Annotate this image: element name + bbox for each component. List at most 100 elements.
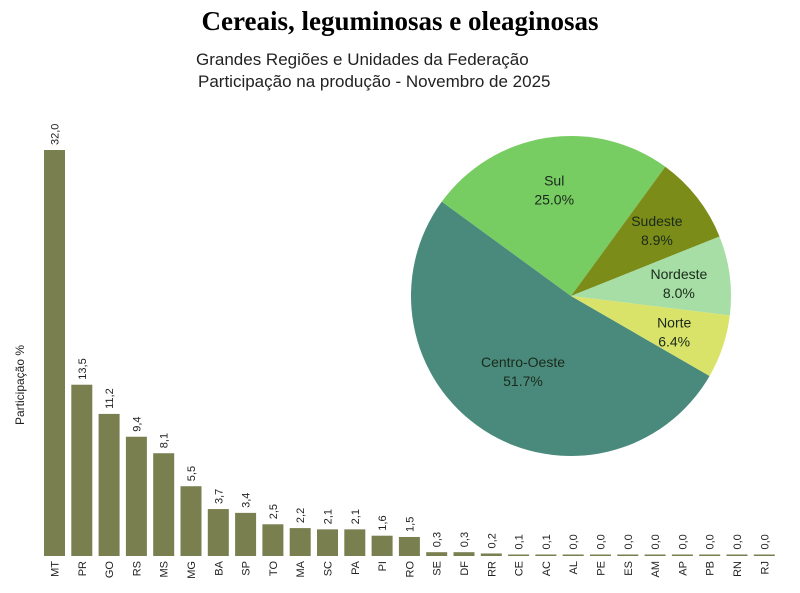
x-tick-label: RR bbox=[486, 561, 498, 577]
pie-slice-name: Centro-Oeste bbox=[481, 354, 565, 370]
x-tick-label: TO bbox=[268, 561, 280, 577]
bar-value-label: 0,2 bbox=[486, 533, 498, 548]
bar-value-label: 2,1 bbox=[350, 509, 362, 524]
bar-value-label: 0,1 bbox=[541, 534, 553, 549]
bar-PR bbox=[71, 384, 93, 556]
bar-value-label: 0,0 bbox=[732, 534, 744, 549]
x-tick-label: RJ bbox=[759, 561, 771, 574]
bar-RS bbox=[125, 436, 147, 556]
bar-value-label: 32,0 bbox=[50, 124, 62, 145]
x-tick-label: MG bbox=[186, 561, 198, 579]
bar-BA bbox=[207, 509, 229, 556]
bar-RO bbox=[398, 536, 420, 556]
bar-MG bbox=[180, 486, 202, 556]
bar-value-label: 9,4 bbox=[131, 416, 143, 431]
bar-value-label: 0,0 bbox=[650, 534, 662, 549]
x-tick-label: SP bbox=[241, 561, 253, 576]
x-tick-label: SC bbox=[323, 561, 335, 576]
bar-ES bbox=[617, 554, 639, 556]
pie-chart: Centro-Oeste 51.7% Sul 25.0% Sudeste 8.9% Nord… bbox=[411, 136, 732, 456]
x-tick-label: PB bbox=[705, 561, 717, 576]
x-tick-label: AL bbox=[568, 561, 580, 574]
bar-PA bbox=[344, 529, 366, 556]
x-tick-label: GO bbox=[104, 561, 116, 579]
pie-slice-nordeste bbox=[571, 236, 732, 316]
x-tick-label: AP bbox=[677, 561, 689, 576]
bar-RJ bbox=[753, 554, 775, 556]
pie-slice-centro-oeste bbox=[411, 201, 710, 456]
pie-slice-sudeste bbox=[571, 166, 720, 296]
x-tick-label: RS bbox=[131, 561, 143, 576]
x-tick-label: MS bbox=[159, 561, 171, 578]
bar-CE bbox=[508, 554, 530, 556]
pie-slice-norte bbox=[571, 296, 730, 376]
bar-value-label: 0,0 bbox=[677, 534, 689, 549]
x-tick-label: PE bbox=[596, 561, 608, 576]
bar-PE bbox=[590, 554, 611, 556]
bar-MT bbox=[44, 150, 65, 556]
x-tick-label: SE bbox=[432, 561, 444, 576]
chart-title: Cereais, leguminosas e oleaginosas bbox=[201, 6, 599, 36]
bar-value-label: 0,0 bbox=[596, 534, 608, 549]
pie-slice-value: 8.0% bbox=[663, 285, 695, 301]
bar-value-label: 0,0 bbox=[705, 534, 717, 549]
bar-value-label: 2,1 bbox=[323, 509, 335, 524]
bar-value-label: 0,0 bbox=[568, 534, 580, 549]
bar-value-label: 1,6 bbox=[377, 515, 389, 530]
pie-slice-name: Norte bbox=[657, 314, 691, 330]
bar-value-label: 0,3 bbox=[459, 532, 471, 547]
pie-slice-value: 8.9% bbox=[641, 232, 673, 248]
x-tick-label: DF bbox=[459, 561, 471, 576]
bar-DF bbox=[453, 552, 475, 556]
x-tick-label: MA bbox=[295, 560, 307, 577]
bar-SE bbox=[426, 552, 448, 556]
bar-value-label: 0,1 bbox=[514, 534, 526, 549]
bar-AM bbox=[644, 554, 666, 556]
bar-value-label: 11,2 bbox=[104, 388, 116, 409]
pie-slice-sul bbox=[441, 136, 666, 296]
bar-SP bbox=[235, 512, 257, 556]
x-tick-label: AC bbox=[541, 561, 553, 576]
pie-slice-name: Sudeste bbox=[631, 213, 683, 229]
bar-TO bbox=[262, 524, 284, 556]
bar-value-label: 0,0 bbox=[759, 534, 771, 549]
bar-value-label: 0,3 bbox=[432, 532, 444, 547]
chart-subtitle-2: Participação na produção - Novembro de 2… bbox=[198, 72, 551, 91]
bar-AC bbox=[535, 554, 557, 556]
x-tick-label: MT bbox=[50, 561, 62, 577]
x-tick-label: RO bbox=[404, 561, 416, 578]
bar-PI bbox=[371, 535, 393, 556]
x-tick-label: CE bbox=[514, 561, 526, 576]
bar-AL bbox=[562, 554, 584, 556]
x-tick-label: AM bbox=[650, 561, 662, 578]
bar-RN bbox=[726, 554, 748, 556]
bar-value-label: 0,0 bbox=[623, 534, 635, 549]
bar-value-label: 1,5 bbox=[404, 517, 416, 532]
pie-slice-value: 51.7% bbox=[503, 373, 543, 389]
x-tick-label: PA bbox=[350, 560, 362, 575]
x-tick-label: RN bbox=[732, 561, 744, 577]
bar-MA bbox=[289, 528, 311, 556]
x-tick-label: PI bbox=[377, 561, 389, 571]
bar-value-label: 2,2 bbox=[295, 508, 307, 523]
chart-subtitle-1: Grandes Regiões e Unidades da Federação bbox=[196, 50, 529, 69]
x-tick-label: PR bbox=[77, 561, 89, 576]
bar-SC bbox=[317, 529, 338, 556]
bar-GO bbox=[98, 413, 120, 556]
bar-value-label: 3,7 bbox=[213, 489, 225, 504]
bar-value-label: 8,1 bbox=[159, 433, 171, 448]
bar-value-label: 13,5 bbox=[77, 358, 89, 379]
bar-AP bbox=[671, 554, 693, 556]
pie-slice-value: 6.4% bbox=[658, 333, 690, 349]
pie-slice-value: 25.0% bbox=[534, 192, 574, 208]
bar-MS bbox=[153, 453, 175, 556]
x-tick-label: ES bbox=[623, 561, 635, 576]
x-tick-label: BA bbox=[213, 560, 225, 575]
bar-series: 32,0 MT 13,5 PR 11,2 GO 9,4 RS 8,1 MS 5,5 MG 3,7 BA 3,… bbox=[44, 124, 775, 579]
pie-slice-name: Nordeste bbox=[650, 266, 707, 282]
bar-value-label: 2,5 bbox=[268, 504, 280, 519]
bar-value-label: 5,5 bbox=[186, 466, 198, 481]
bar-PB bbox=[699, 554, 721, 556]
pie-slice-name: Sul bbox=[544, 173, 564, 189]
